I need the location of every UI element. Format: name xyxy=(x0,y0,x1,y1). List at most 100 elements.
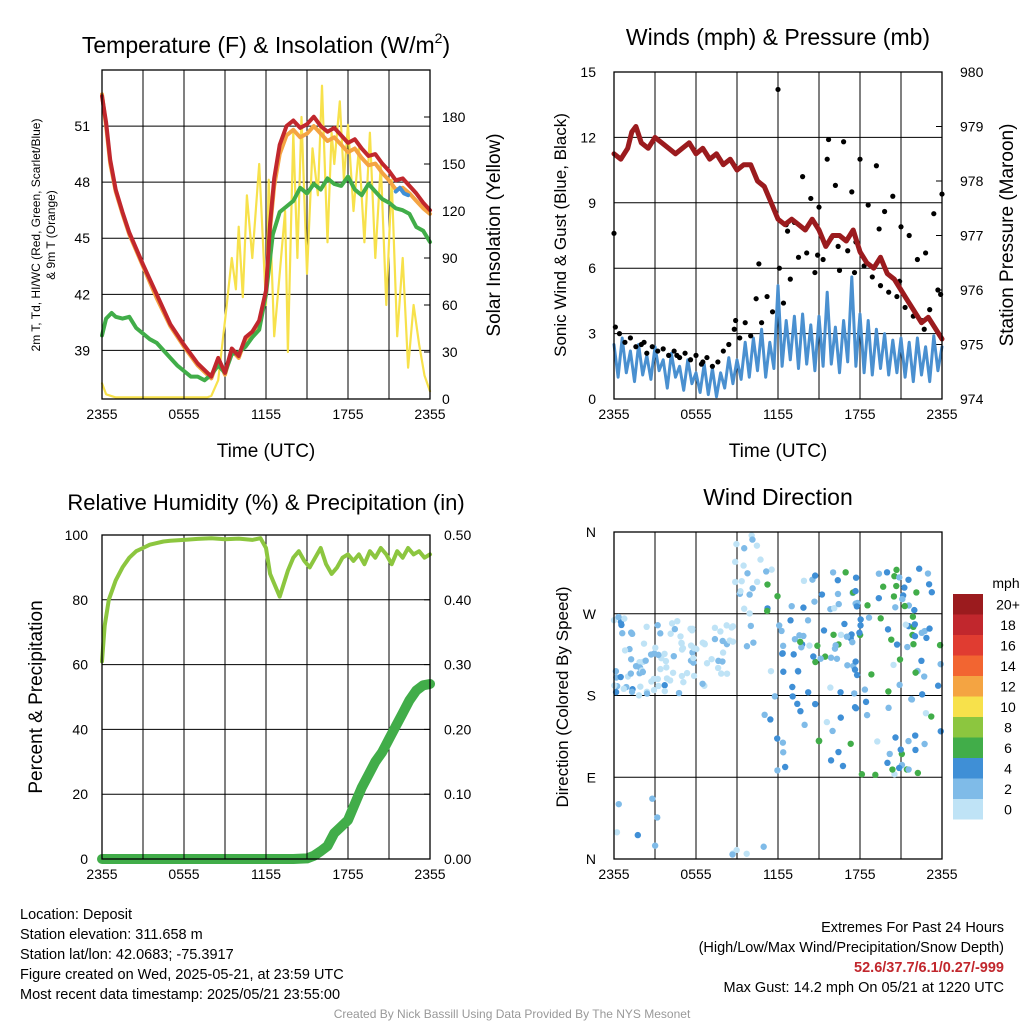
wdir-point xyxy=(763,568,770,575)
wdir-point xyxy=(652,644,659,652)
temp-right-tick-label: 60 xyxy=(442,297,458,313)
wdir-point xyxy=(839,762,847,770)
wdir-point xyxy=(857,616,864,623)
colorbar-swatch xyxy=(953,799,983,820)
gust-point xyxy=(731,326,737,332)
rh-ytick-label: 100 xyxy=(65,527,89,543)
wdir-point xyxy=(780,749,787,756)
gust-point xyxy=(923,250,929,256)
wdir-point xyxy=(862,698,870,706)
wdir-point xyxy=(852,658,859,665)
wdir-point xyxy=(763,607,771,615)
wdir-point xyxy=(926,625,933,632)
wdir-point xyxy=(912,669,919,676)
wdir-point xyxy=(789,683,796,691)
winds-right-tick-label: 976 xyxy=(960,282,984,298)
wdir-point xyxy=(842,569,849,576)
gust-point xyxy=(704,354,710,361)
gust-point xyxy=(835,243,841,249)
wdir-point xyxy=(831,604,838,612)
temperature-panel: 39 42 45 48 51 0 30 60 90 120 150 180 2355 0555 1155 17… xyxy=(29,30,505,462)
winds-right-tick-label: 979 xyxy=(960,119,984,135)
wdir-point xyxy=(651,842,659,849)
wdir-point xyxy=(740,562,747,569)
wdir-point xyxy=(723,622,730,629)
wdir-point xyxy=(905,737,912,745)
wdir-xtick-label: 2355 xyxy=(926,866,957,882)
gust-point xyxy=(674,352,680,358)
wdir-point xyxy=(747,622,755,630)
gust-point xyxy=(849,189,855,195)
wdir-ytick-label: S xyxy=(587,688,596,704)
elevation-text: Station elevation: 311.658 m xyxy=(20,927,203,943)
wdir-point xyxy=(621,615,628,622)
wdir-point xyxy=(893,582,900,590)
wdir-point xyxy=(621,647,629,654)
gust-point xyxy=(780,300,787,306)
wdir-point xyxy=(890,593,898,600)
gust-point xyxy=(666,352,672,358)
temp-ylabel-2: & 9m T (Orange) xyxy=(44,190,58,280)
gust-point xyxy=(775,86,781,93)
gust-point xyxy=(671,348,677,354)
wdir-point xyxy=(678,640,685,647)
wdir-point xyxy=(918,657,925,665)
wdir-point xyxy=(892,604,899,611)
temp-ytick-label: 42 xyxy=(74,286,90,302)
gust-point xyxy=(753,296,759,302)
wdir-point xyxy=(661,682,668,689)
wdir-point xyxy=(753,542,761,549)
wdir-point xyxy=(810,653,817,660)
wdir-point xyxy=(767,716,774,723)
winds-right-tick-label: 977 xyxy=(960,228,984,244)
temp-xtick-label: 0555 xyxy=(168,406,199,422)
temp-ylabel-right: Solar Insolation (Yellow) xyxy=(484,133,505,336)
wdir-point xyxy=(835,748,842,756)
wdir-point xyxy=(911,621,919,628)
wdir-point xyxy=(852,574,860,581)
wdir-point xyxy=(899,595,906,603)
wdir-point xyxy=(811,572,819,579)
wdir-point xyxy=(884,759,891,767)
wdir-point xyxy=(885,688,892,695)
wdir-point xyxy=(746,610,753,617)
wdir-point xyxy=(883,569,891,576)
wdir-point xyxy=(683,669,691,677)
wdir-point xyxy=(774,592,781,600)
wdir-point xyxy=(812,700,819,708)
wdir-point xyxy=(639,668,647,676)
wdir-point xyxy=(779,642,787,650)
temp-xlabel: Time (UTC) xyxy=(217,441,316,462)
wdir-point xyxy=(689,625,696,633)
wdir-point xyxy=(910,640,917,648)
wdir-point xyxy=(731,558,739,566)
wdir-point xyxy=(790,651,797,658)
wdir-xtick-label: 1755 xyxy=(844,866,875,882)
wdir-point xyxy=(851,690,858,697)
wdir-point xyxy=(868,671,875,678)
gust-point xyxy=(851,269,858,276)
wdir-point xyxy=(918,629,925,637)
wdir-point xyxy=(800,577,808,585)
wdir-point xyxy=(877,615,884,622)
wdir-ylabel: Direction (Colored By Speed) xyxy=(553,586,572,807)
winds-ytick-label: 6 xyxy=(588,260,596,276)
wdir-point xyxy=(823,718,831,726)
gust-point xyxy=(825,136,832,143)
gust-point xyxy=(921,326,927,332)
wdir-point xyxy=(893,566,900,574)
wdir-point xyxy=(780,668,787,675)
rh-right-tick-label: 0.20 xyxy=(444,721,471,737)
wdir-point xyxy=(662,657,670,665)
wdir-point xyxy=(804,617,812,624)
wdir-point xyxy=(764,581,771,588)
colorbar-label: 16 xyxy=(1000,637,1016,653)
wdir-point xyxy=(923,634,930,642)
extremes-values: 52.6/37.7/6.1/0.27/-999 xyxy=(854,960,1004,976)
wdir-point xyxy=(811,598,818,605)
gust-point xyxy=(890,193,896,199)
temp-ytick-label: 45 xyxy=(74,230,90,246)
rh-line xyxy=(100,536,432,664)
wdir-title: Wind Direction xyxy=(703,484,853,510)
wdir-point xyxy=(732,578,739,586)
